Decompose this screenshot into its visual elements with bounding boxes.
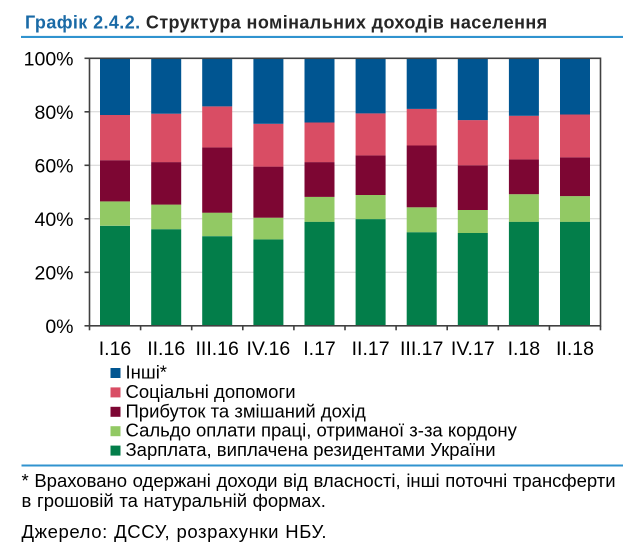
svg-text:60%: 60% — [34, 155, 73, 177]
svg-text:I.17: I.17 — [303, 338, 336, 360]
svg-text:20%: 20% — [34, 262, 73, 284]
svg-text:Сальдо оплати праці, отриманої: Сальдо оплати праці, отриманої з-за корд… — [126, 420, 518, 441]
svg-text:IV.16: IV.16 — [247, 338, 291, 360]
svg-text:40%: 40% — [34, 209, 73, 231]
svg-text:I.18: I.18 — [508, 338, 541, 360]
svg-text:в грошовій та натуральній форм: в грошовій та натуральній формах. — [22, 490, 326, 511]
svg-text:Графік 2.4.2. Структура номіна: Графік 2.4.2. Структура номінальних дохо… — [25, 13, 548, 33]
svg-text:III.16: III.16 — [196, 338, 239, 360]
svg-text:IV.17: IV.17 — [451, 338, 495, 360]
svg-text:Інші*: Інші* — [126, 362, 168, 383]
svg-text:Джерело: ДССУ, розрахунки НБУ.: Джерело: ДССУ, розрахунки НБУ. — [22, 521, 328, 542]
svg-text:100%: 100% — [24, 48, 74, 70]
svg-text:Прибуток та змішаний дохід: Прибуток та змішаний дохід — [126, 400, 367, 421]
svg-text:* Враховано одержані доходи ві: * Враховано одержані доходи від власност… — [22, 470, 616, 491]
svg-text:III.17: III.17 — [400, 338, 443, 360]
svg-text:I.16: I.16 — [99, 338, 132, 360]
svg-text:Соціальні допомоги: Соціальні допомоги — [126, 381, 296, 402]
svg-text:0%: 0% — [45, 316, 73, 338]
svg-text:80%: 80% — [34, 102, 73, 124]
svg-text:II.18: II.18 — [556, 338, 594, 360]
svg-text:II.16: II.16 — [147, 338, 185, 360]
svg-text:Зарплата, виплачена резидентам: Зарплата, виплачена резидентами України — [126, 439, 496, 460]
svg-text:II.17: II.17 — [352, 338, 390, 360]
